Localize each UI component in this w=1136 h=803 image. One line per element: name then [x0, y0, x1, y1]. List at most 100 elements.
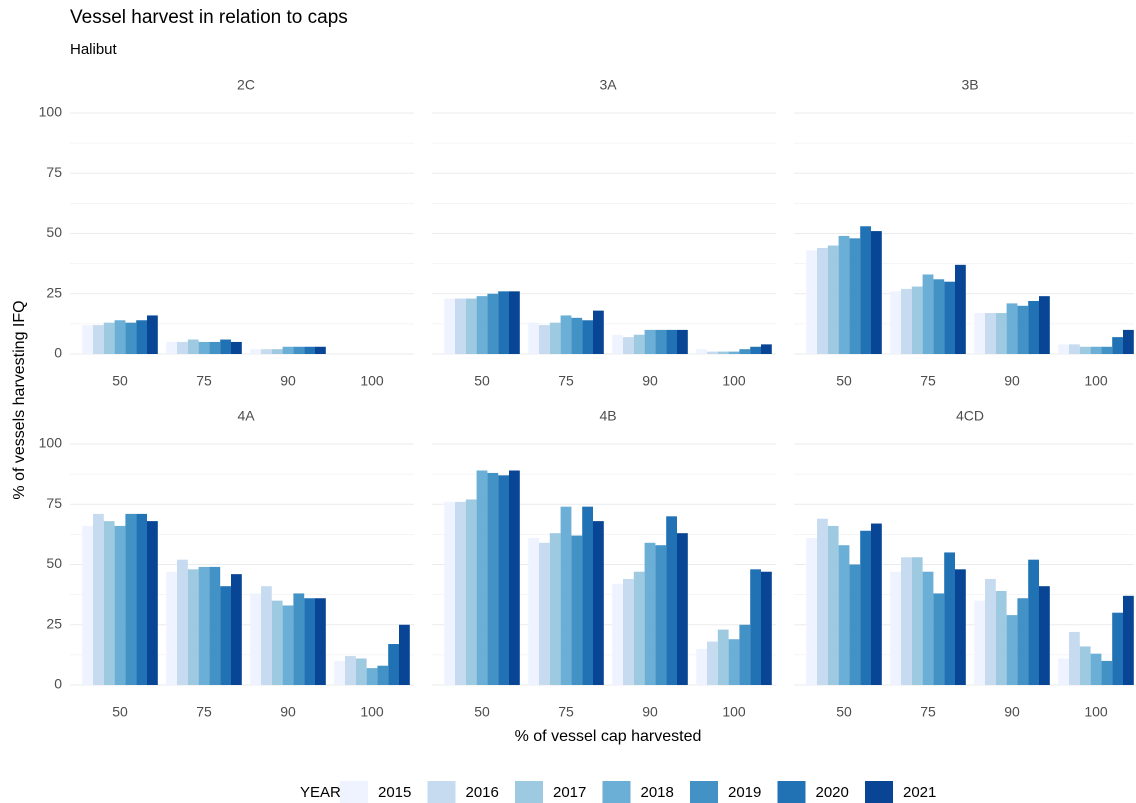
bar [125, 513, 137, 685]
bar [271, 600, 283, 685]
y-tick-label: 50 [46, 555, 62, 571]
bar [261, 349, 272, 354]
chart-title: Vessel harvest in relation to caps [70, 7, 348, 28]
bar [707, 641, 718, 685]
bar [1112, 612, 1123, 685]
bar [750, 569, 761, 685]
bar [261, 586, 272, 685]
bar [860, 226, 871, 354]
bar [838, 235, 850, 354]
bar [666, 329, 677, 354]
bar [739, 349, 751, 354]
legend-label: 2020 [816, 784, 849, 801]
x-tick-label: 100 [360, 373, 384, 389]
bar [1039, 296, 1050, 354]
bar [922, 571, 934, 685]
y-tick-label: 25 [46, 284, 62, 300]
bar [345, 656, 356, 685]
bar [849, 238, 861, 354]
bar [827, 245, 839, 354]
bar [103, 521, 115, 685]
bar [103, 322, 115, 354]
bar [571, 535, 583, 685]
bar [509, 470, 520, 685]
bar [633, 334, 645, 354]
x-tick-label: 50 [474, 704, 490, 720]
bar [147, 521, 158, 685]
y-tick-label: 0 [54, 345, 62, 361]
bar [1123, 595, 1134, 685]
bar [955, 264, 966, 354]
bar [293, 593, 305, 685]
facet-title: 3A [599, 77, 617, 93]
bar [187, 339, 199, 354]
bar [166, 571, 177, 685]
bar [399, 624, 410, 685]
bar [677, 533, 688, 685]
bar [465, 298, 477, 354]
legend-swatch [865, 781, 893, 803]
bar [93, 325, 104, 354]
x-tick-label: 75 [196, 373, 212, 389]
facet-title: 4A [237, 408, 255, 424]
bar [1006, 615, 1018, 685]
bar [487, 472, 499, 685]
legend-swatch [777, 781, 806, 803]
bar [528, 322, 539, 354]
bar [1079, 646, 1091, 685]
bar [1101, 346, 1113, 354]
bar [655, 545, 667, 685]
bar [476, 296, 488, 354]
bar [890, 291, 901, 354]
bar [334, 660, 345, 685]
bar [444, 298, 455, 354]
bar [707, 351, 718, 354]
bar [250, 593, 261, 685]
bar [838, 545, 850, 685]
bar [1017, 598, 1029, 685]
x-tick-label: 75 [558, 704, 574, 720]
bar [1112, 337, 1123, 354]
bar [304, 598, 315, 685]
bar [890, 571, 901, 685]
legend-label: 2016 [466, 784, 499, 801]
bar [944, 552, 955, 685]
bar [315, 598, 326, 685]
bar [612, 334, 623, 354]
bar [250, 349, 261, 354]
bar [455, 298, 466, 354]
bar [1069, 344, 1080, 354]
bar [293, 346, 305, 354]
bar [282, 346, 294, 354]
facet-title: 3B [961, 77, 978, 93]
legend-swatch [690, 781, 718, 803]
bar [220, 586, 231, 685]
bar [1079, 346, 1091, 354]
bar [476, 470, 488, 685]
bar [911, 557, 923, 685]
bar [582, 506, 593, 685]
bar [974, 600, 985, 685]
bar [644, 329, 656, 354]
x-tick-label: 90 [1004, 373, 1020, 389]
bar [82, 525, 93, 685]
bar [166, 341, 177, 354]
bar [933, 279, 945, 354]
bar [944, 281, 955, 354]
bar [220, 339, 231, 354]
x-tick-label: 100 [722, 704, 746, 720]
bar [487, 293, 499, 354]
bar [304, 346, 315, 354]
x-tick-label: 75 [920, 373, 936, 389]
bar [995, 591, 1007, 685]
bar [623, 578, 634, 685]
bar [666, 516, 677, 685]
bar [985, 578, 996, 685]
bar [377, 665, 389, 685]
bar [761, 344, 772, 354]
x-tick-label: 50 [836, 704, 852, 720]
bar [1123, 329, 1134, 354]
bar [528, 537, 539, 685]
bar [465, 499, 477, 685]
